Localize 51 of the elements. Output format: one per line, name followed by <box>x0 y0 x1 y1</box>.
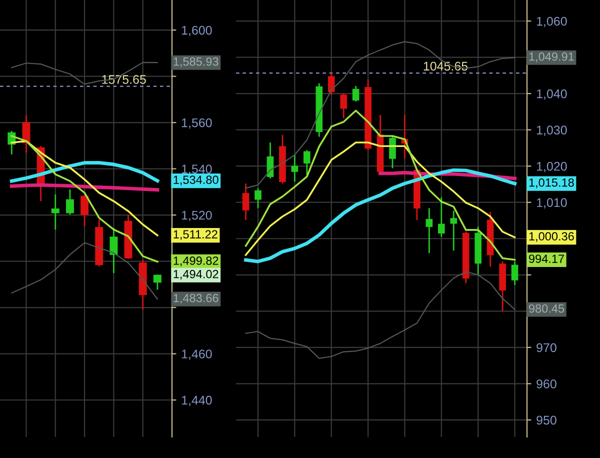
line-series <box>245 41 516 189</box>
y-tick-label: 1,040 <box>536 89 567 100</box>
candlestick <box>511 260 518 286</box>
line-series <box>11 62 158 85</box>
data-label: 1,000.36 <box>529 232 574 242</box>
candlestick <box>291 154 298 182</box>
data-label: 1,585.93 <box>174 57 218 68</box>
data-label: 994.17 <box>529 254 564 263</box>
y-tick-label: 1,540 <box>182 164 212 175</box>
candlestick <box>304 149 310 176</box>
y-tick-label: 1,020 <box>536 162 567 172</box>
line-series <box>244 168 517 264</box>
y-tick-label: 1,600 <box>182 26 212 36</box>
y-tick-label: 1,060 <box>536 16 567 28</box>
y-tick-label: 970 <box>536 343 556 352</box>
y-tick-label: 1,030 <box>536 126 567 136</box>
y-tick-label: 1,010 <box>536 198 567 208</box>
line-series <box>245 271 516 359</box>
y-tick-label: 1,560 <box>182 118 212 129</box>
line-series <box>10 161 160 183</box>
candlestick <box>80 194 89 227</box>
candlestick <box>153 274 162 290</box>
candlestick <box>389 136 396 169</box>
candlestick <box>51 194 60 230</box>
data-label: 980.45 <box>529 304 564 313</box>
y-tick-label: 960 <box>536 379 556 388</box>
data-label: 1,483.66 <box>174 294 218 304</box>
data-label: 1,534.80 <box>174 176 218 186</box>
candlestick <box>66 188 74 216</box>
data-label: 1,511.22 <box>174 230 218 240</box>
y-tick-label: 1,460 <box>182 350 212 360</box>
candlestick <box>450 210 458 252</box>
y-tick-label: 1,440 <box>182 396 212 406</box>
candlestick <box>352 85 360 102</box>
ref-line-label: 1575.65 <box>102 75 146 84</box>
candlestick <box>22 114 30 154</box>
data-label: 1,499.82 <box>174 256 218 266</box>
line-series <box>244 110 516 261</box>
candlestick <box>110 227 118 274</box>
candlestick <box>328 72 335 96</box>
data-label: 1,015.18 <box>529 178 574 188</box>
y-tick-label: 1,520 <box>182 210 212 222</box>
candlestick <box>242 182 250 221</box>
data-label: 1,049.91 <box>529 52 574 62</box>
candlestick <box>340 92 348 119</box>
candlestick <box>254 188 262 209</box>
text: 1,494.02 <box>174 270 218 280</box>
candlestick <box>438 196 445 238</box>
y-tick-label: 950 <box>536 416 556 425</box>
candlestick <box>426 207 433 254</box>
ref-line-label: 1045.65 <box>424 62 468 71</box>
